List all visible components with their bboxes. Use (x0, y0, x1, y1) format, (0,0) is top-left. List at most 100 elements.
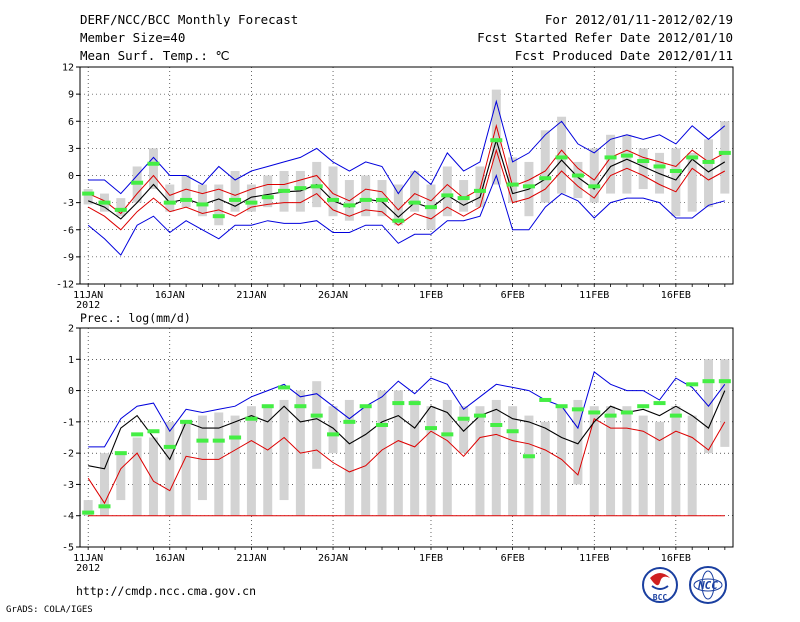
bcc-logo: BCC (642, 567, 678, 603)
precipitation-spread-bar (148, 437, 158, 516)
temperature-obs-marker (343, 203, 356, 208)
temperature-obs-marker (180, 197, 193, 202)
temperature-obs-marker (98, 200, 111, 205)
variable-label: Mean Surf. Temp.: ℃ (80, 48, 230, 63)
temperature-obs-marker (441, 193, 454, 198)
temperature-obs-marker (212, 214, 225, 219)
precipitation-spread-bar (687, 415, 697, 516)
temperature-obs-marker (278, 188, 291, 193)
temperature-spread-bar (214, 184, 224, 226)
temperature-xtick-label: 21JAN (236, 290, 266, 301)
temperature-obs-marker (718, 150, 731, 155)
temperature-spread-bar (442, 166, 452, 217)
temperature-spread-bar (181, 175, 191, 208)
temperature-spread-bar (687, 152, 697, 212)
temperature-year-label: 2012 (76, 300, 100, 311)
precipitation-obs-marker (522, 454, 535, 459)
precipitation-ytick-label: 0 (68, 386, 74, 397)
temperature-spread-bar (165, 184, 175, 212)
temperature-obs-marker (702, 159, 715, 164)
temperature-obs-marker (473, 188, 486, 193)
precipitation-xtick-label: 21JAN (236, 553, 266, 564)
temperature-spread-bar (557, 116, 567, 194)
temperature-spread-bar (116, 198, 126, 217)
temperature-ytick-label: 12 (62, 63, 74, 74)
precipitation-obs-marker (686, 382, 699, 387)
temperature-spread-bar (622, 134, 632, 194)
precipitation-spread-bar (524, 415, 534, 516)
temperature-obs-marker (82, 191, 95, 196)
precipitation-xtick-label: 16JAN (155, 553, 185, 564)
precipitation-spread-bar (622, 406, 632, 516)
temperature-obs-marker (653, 164, 666, 169)
temperature-obs-marker (294, 186, 307, 191)
temperature-xtick-label: 11FEB (579, 290, 609, 301)
ncc-logo: NCC (689, 566, 727, 604)
temperature-ensemble-mean-line (88, 138, 726, 220)
precipitation-obs-marker (604, 413, 617, 418)
precipitation-obs-marker (245, 416, 258, 421)
temperature-obs-marker (408, 200, 421, 205)
grads-credit: GrADS: COLA/IGES (6, 605, 93, 615)
temperature-ytick-label: -9 (62, 252, 74, 263)
precipitation-spread-bar (442, 399, 452, 516)
temperature-spread-bar (410, 170, 420, 212)
precipitation-ytick-label: -1 (62, 417, 74, 428)
temperature-ytick-label: 6 (68, 117, 74, 128)
precipitation-xtick-label: 11JAN (73, 553, 103, 564)
source-url[interactable]: http://cmdp.ncc.cma.gov.cn (76, 584, 256, 598)
precipitation-obs-marker (278, 385, 291, 390)
precipitation-spread-bar (393, 390, 403, 516)
precipitation-spread-bar (246, 406, 256, 516)
temperature-spread-bar (638, 148, 648, 190)
precipitation-spread-bar (165, 421, 175, 516)
temperature-xtick-label: 11JAN (73, 290, 103, 301)
temperature-obs-marker (261, 195, 274, 200)
precipitation-obs-marker (718, 379, 731, 384)
precipitation-spread-bar (638, 415, 648, 516)
precipitation-ytick-label: -3 (62, 480, 74, 491)
precipitation-spread-bar (263, 406, 273, 516)
precipitation-obs-marker (555, 404, 568, 409)
precipitation-obs-marker (98, 504, 111, 509)
temperature-obs-marker (392, 218, 405, 223)
precipitation-obs-marker (294, 404, 307, 409)
temperature-xtick-label: 6FEB (501, 290, 525, 301)
precipitation-spread-bar (410, 399, 420, 516)
chart-title: DERF/NCC/BCC Monthly Forecast (80, 12, 298, 27)
precipitation-obs-marker (147, 429, 160, 434)
temperature-xtick-label: 16FEB (661, 290, 691, 301)
precipitation-spread-bar (573, 399, 583, 485)
temperature-panel: -12 -9 -6 -3 0 3 6 9 12 11JAN 16JAN 21JAN 26JAN 1FEB 6… (56, 63, 734, 311)
precip-variable-label: Prec.: log(mm/d) (80, 311, 191, 325)
precipitation-obs-marker (376, 422, 389, 427)
precipitation-obs-marker (163, 444, 176, 449)
temperature-obs-marker (359, 197, 372, 202)
precipitation-obs-marker (490, 422, 503, 427)
temperature-upper-inner-line (87, 123, 726, 215)
temperature-obs-marker (457, 196, 470, 201)
precipitation-obs-marker (653, 401, 666, 406)
precipitation-obs-marker (637, 404, 650, 409)
precipitation-obs-marker (114, 451, 127, 456)
precipitation-spread-bar (181, 421, 191, 516)
precipitation-spread-bar (361, 406, 371, 516)
temperature-spread-bar (83, 189, 93, 205)
precipitation-spread-bar (540, 421, 550, 516)
forecast-period: For 2012/01/11-2012/02/19 (545, 12, 733, 27)
temperature-spread-bar (589, 148, 599, 203)
precipitation-obs-marker (424, 426, 437, 431)
temperature-obs-marker (376, 197, 389, 202)
temperature-spread-bar (230, 170, 240, 212)
temperature-xtick-label: 1FEB (419, 290, 443, 301)
temperature-obs-marker (637, 159, 650, 164)
precipitation-spread-bar (426, 406, 436, 516)
temperature-spread-bar (540, 130, 550, 203)
temperature-obs-marker (147, 161, 160, 166)
precipitation-obs-marker (702, 379, 715, 384)
temperature-obs-marker (604, 155, 617, 160)
precipitation-obs-marker (310, 413, 323, 418)
precipitation-obs-marker (359, 404, 372, 409)
temperature-obs-marker (620, 153, 633, 158)
forecast-started: Fcst Started Refer Date 2012/01/10 (477, 30, 733, 45)
